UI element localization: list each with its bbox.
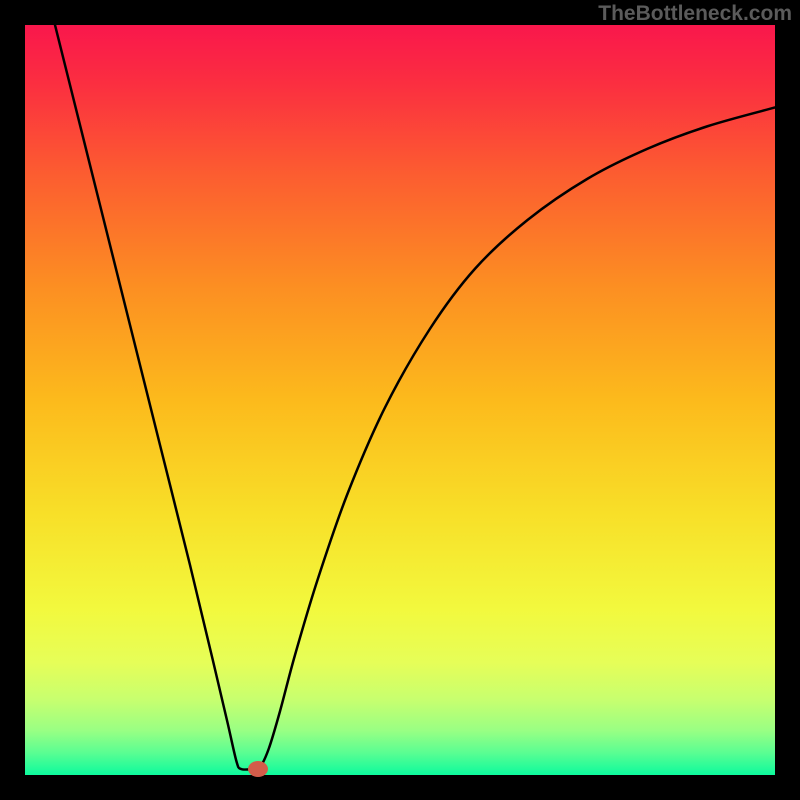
chart-container: TheBottleneck.com <box>0 0 800 800</box>
optimal-point-marker <box>248 761 268 777</box>
bottleneck-curve <box>25 25 775 775</box>
attribution-text: TheBottleneck.com <box>598 2 792 26</box>
plot-area <box>25 25 775 775</box>
chart-frame <box>0 0 800 800</box>
